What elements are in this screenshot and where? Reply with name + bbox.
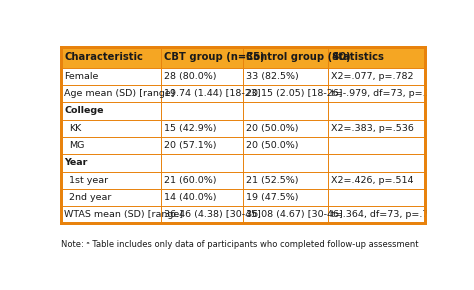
Bar [61, 189, 425, 206]
Bar [61, 137, 425, 154]
Text: Control group (40): Control group (40) [246, 52, 350, 62]
Text: WTAS mean (SD) [range]: WTAS mean (SD) [range] [64, 210, 183, 219]
Text: Female: Female [64, 72, 99, 81]
Bar [61, 47, 425, 68]
Text: 28 (80.0%): 28 (80.0%) [164, 72, 217, 81]
Text: 2nd year: 2nd year [70, 193, 112, 202]
Bar [61, 68, 425, 85]
Text: 33 (82.5%): 33 (82.5%) [246, 72, 299, 81]
Text: 20 (50.0%): 20 (50.0%) [246, 124, 298, 133]
Text: 14 (40.0%): 14 (40.0%) [164, 193, 217, 202]
Text: 19.74 (1.44) [18-23]: 19.74 (1.44) [18-23] [164, 89, 261, 98]
Text: 19 (47.5%): 19 (47.5%) [246, 193, 298, 202]
Text: 15 (42.9%): 15 (42.9%) [164, 124, 217, 133]
Bar [61, 85, 425, 102]
Bar [61, 47, 425, 224]
Text: 36.08 (4.67) [30-46]: 36.08 (4.67) [30-46] [246, 210, 343, 219]
Text: X2=.426, p=.514: X2=.426, p=.514 [331, 176, 414, 185]
Text: MG: MG [70, 141, 85, 150]
Text: 20 (57.1%): 20 (57.1%) [164, 141, 217, 150]
Text: Year: Year [64, 158, 87, 167]
Text: 21 (52.5%): 21 (52.5%) [246, 176, 298, 185]
Text: 21 (60.0%): 21 (60.0%) [164, 176, 217, 185]
Bar [61, 172, 425, 189]
Text: 20 (50.0%): 20 (50.0%) [246, 141, 298, 150]
Bar [61, 154, 425, 172]
Text: Age mean (SD) [range]: Age mean (SD) [range] [64, 89, 174, 98]
Bar [61, 120, 425, 137]
Text: t=-.979, df=73, p=.331: t=-.979, df=73, p=.331 [331, 89, 444, 98]
Text: KK: KK [70, 124, 82, 133]
Text: Characteristic: Characteristic [64, 52, 143, 62]
Text: 1st year: 1st year [70, 176, 109, 185]
Text: Note: ᵃ Table includes only data of participants who completed follow-up assessm: Note: ᵃ Table includes only data of part… [61, 240, 419, 249]
Text: 36.46 (4.38) [30-45]: 36.46 (4.38) [30-45] [164, 210, 261, 219]
Text: X2=.077, p=.782: X2=.077, p=.782 [331, 72, 414, 81]
Text: t=.364, df=73, p=.717: t=.364, df=73, p=.717 [331, 210, 441, 219]
Text: 20.15 (2.05) [18-26]: 20.15 (2.05) [18-26] [246, 89, 342, 98]
Text: CBT group (n=35): CBT group (n=35) [164, 52, 264, 62]
Text: Statistics: Statistics [331, 52, 384, 62]
Text: X2=.383, p=.536: X2=.383, p=.536 [331, 124, 414, 133]
Bar [61, 206, 425, 224]
Bar [61, 102, 425, 120]
Text: College: College [64, 106, 103, 115]
